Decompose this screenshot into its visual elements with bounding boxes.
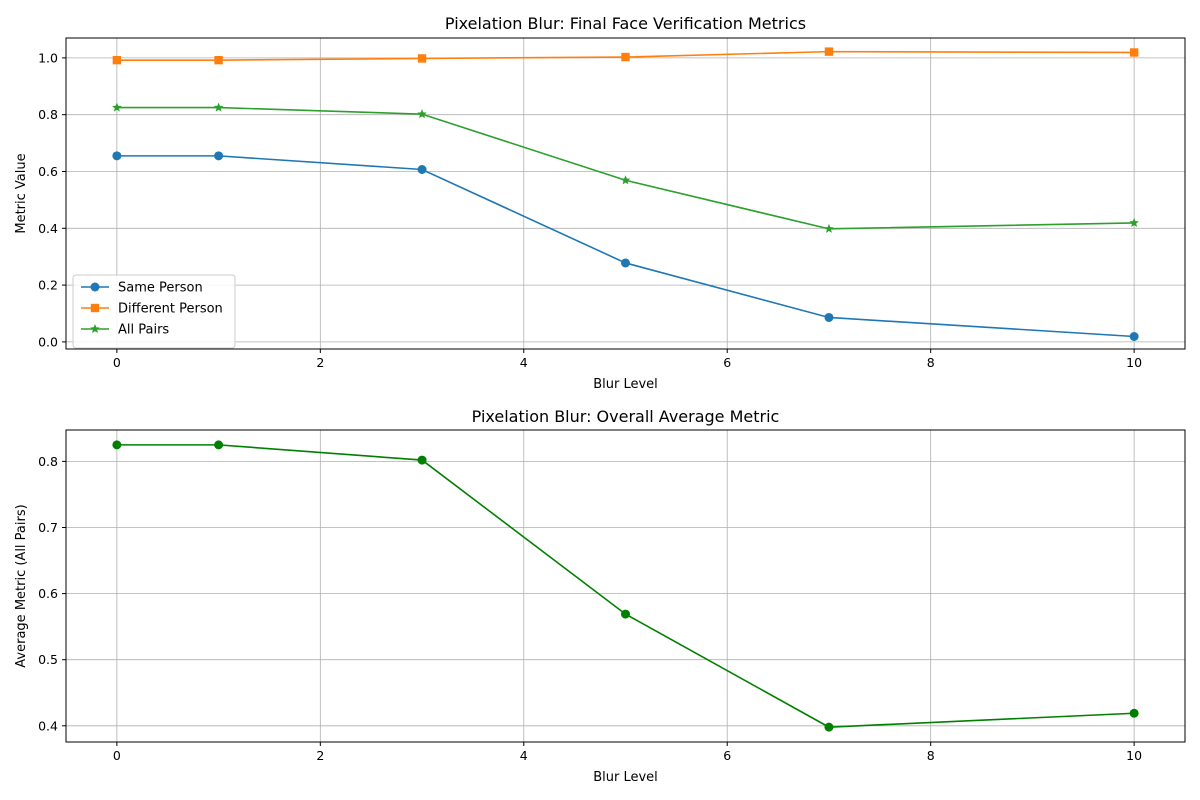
series-different-person	[112, 47, 1139, 65]
data-point-different-person	[214, 55, 223, 65]
bottom-chart-x-axis-label: Blur Level	[593, 770, 658, 785]
legend-marker-same-person	[90, 282, 100, 292]
legend-marker-all-pairs	[90, 324, 100, 334]
top-chart-y-axis-label: Metric Value	[14, 153, 29, 233]
top-chart-legend: Same Person Different Person All Pairs	[72, 274, 236, 349]
top-chart-ticks: 0 2 4 6 8 10 0.0 0.2 0.4 0.6 0.8 1.0	[38, 50, 1142, 370]
top-chart-x-tick-label: 6	[723, 355, 731, 370]
bottom-chart-x-tick-label: 4	[520, 748, 528, 763]
top-chart-y-tick-label: 0.4	[38, 221, 58, 236]
bottom-chart-x-tick-label: 6	[723, 748, 731, 763]
data-point-same-person	[214, 151, 224, 161]
data-point-same-person	[112, 151, 122, 161]
bottom-chart-y-tick-label: 0.5	[38, 652, 58, 667]
data-point-average-metric	[214, 440, 224, 450]
data-point-different-person	[112, 55, 122, 65]
data-point-all-pairs	[417, 109, 427, 119]
top-chart-x-tick-label: 0	[113, 355, 121, 370]
data-point-all-pairs	[213, 102, 224, 112]
top-chart-x-tick-label: 8	[927, 355, 935, 370]
data-point-all-pairs	[112, 102, 122, 112]
top-chart-x-tick-label: 4	[520, 355, 528, 370]
data-point-average-metric	[417, 455, 427, 465]
bottom-chart-x-tick-label: 10	[1126, 748, 1142, 763]
bottom-chart-series	[112, 440, 1139, 732]
bottom-chart-y-tick-label: 0.4	[38, 718, 58, 733]
data-point-different-person	[417, 54, 427, 63]
legend-marker-different-person	[90, 303, 100, 313]
data-point-average-metric	[1129, 708, 1139, 718]
top-chart-plot-area	[65, 37, 1186, 350]
data-point-average-metric	[112, 440, 122, 450]
series-line-all-pairs	[116, 106, 1135, 230]
data-point-same-person	[1129, 332, 1139, 342]
series-line-same-person	[116, 155, 1135, 338]
data-point-same-person	[621, 258, 630, 268]
bottom-chart: Pixelation Blur: Overall Average Metric …	[14, 407, 1186, 785]
bottom-chart-y-tick-label: 0.6	[38, 586, 58, 601]
bottom-chart-y-tick-label: 0.8	[38, 454, 58, 469]
bottom-chart-y-tick-label: 0.7	[38, 520, 58, 535]
bottom-chart-plot-area	[65, 429, 1186, 743]
top-chart-y-tick-label: 0.0	[38, 334, 58, 349]
legend-label-different-person: Different Person	[118, 302, 223, 317]
bottom-chart-grid	[66, 430, 1185, 742]
legend-label-all-pairs: All Pairs	[118, 323, 169, 338]
top-chart-x-axis-label: Blur Level	[593, 377, 658, 392]
bottom-chart-title: Pixelation Blur: Overall Average Metric	[472, 407, 780, 426]
data-point-different-person	[824, 47, 834, 56]
bottom-chart-x-tick-label: 2	[316, 748, 324, 763]
top-chart-y-tick-label: 0.6	[38, 164, 58, 179]
series-same-person	[112, 151, 1139, 342]
data-point-same-person	[824, 312, 834, 322]
top-chart-series	[112, 47, 1139, 342]
bottom-chart-x-tick-label: 8	[927, 748, 935, 763]
top-chart-title: Pixelation Blur: Final Face Verification…	[445, 14, 806, 33]
bottom-chart-x-tick-label: 0	[113, 748, 121, 763]
data-point-different-person	[621, 52, 630, 62]
legend-box	[72, 274, 236, 349]
data-point-all-pairs	[620, 175, 631, 185]
bottom-chart-ticks: 0 2 4 6 8 10 0.4 0.5 0.6 0.7 0.8	[38, 454, 1142, 763]
series-line-different-person	[116, 50, 1135, 61]
series-average-metric	[112, 440, 1139, 732]
top-chart: Pixelation Blur: Final Face Verification…	[14, 14, 1186, 392]
top-chart-x-tick-label: 10	[1126, 355, 1142, 370]
data-point-all-pairs	[824, 223, 834, 233]
top-chart-y-tick-label: 1.0	[38, 50, 58, 65]
top-chart-y-tick-label: 0.8	[38, 107, 58, 122]
series-line-average-metric	[116, 444, 1135, 728]
top-chart-y-tick-label: 0.2	[38, 278, 58, 293]
series-all-pairs	[112, 102, 1139, 233]
data-point-all-pairs	[1129, 217, 1139, 227]
top-chart-x-tick-label: 2	[316, 355, 324, 370]
data-point-different-person	[1129, 48, 1139, 57]
data-point-same-person	[417, 165, 427, 175]
legend-label-same-person: Same Person	[118, 281, 203, 296]
data-point-average-metric	[824, 722, 834, 732]
bottom-chart-y-axis-label: Average Metric (All Pairs)	[14, 504, 29, 667]
data-point-average-metric	[621, 609, 630, 619]
